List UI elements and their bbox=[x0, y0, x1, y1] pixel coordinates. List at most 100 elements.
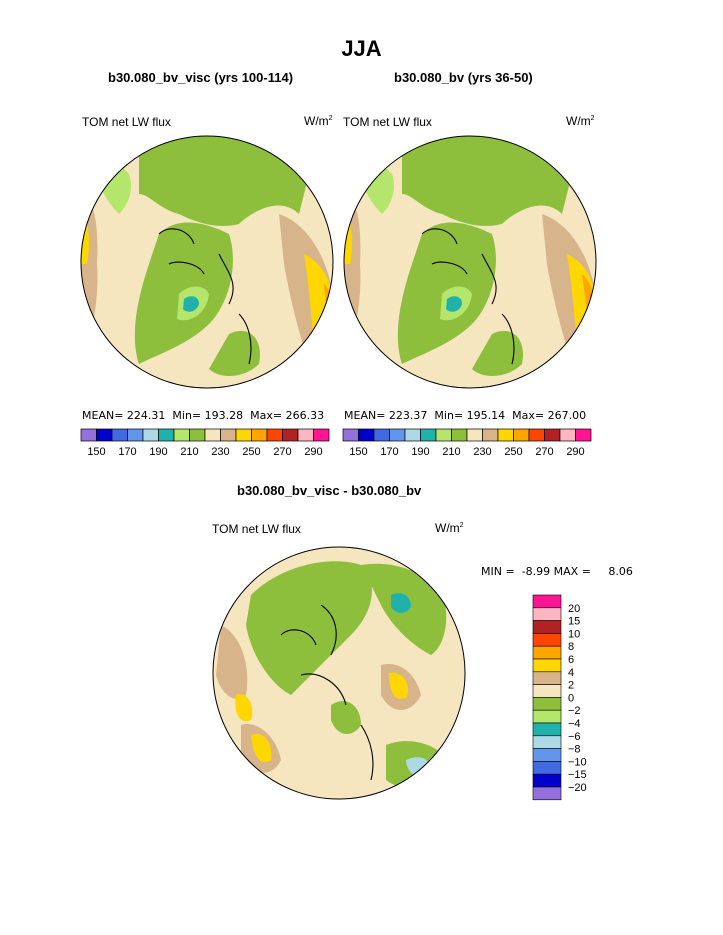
panel-2-units-base: W/m bbox=[566, 114, 591, 128]
colorbar-1-tick-label: 230 bbox=[211, 446, 229, 458]
colorbar-diff-swatch-1 bbox=[532, 607, 562, 621]
colorbar-diff-tick-label: 8 bbox=[568, 641, 574, 653]
diff-units-base: W/m bbox=[435, 521, 460, 535]
map-2-east-peak-field bbox=[590, 294, 596, 329]
colorbar-1-tick-label: 210 bbox=[180, 446, 198, 458]
colorbar-diff-swatch-14 bbox=[532, 773, 562, 788]
colorbar-1-swatch-10 bbox=[235, 428, 252, 442]
colorbar-2-tick-label: 170 bbox=[380, 446, 398, 458]
colorbar-diff-tick-label: −4 bbox=[568, 718, 581, 730]
colorbar-2-swatch-6 bbox=[435, 428, 452, 442]
colorbar-2-swatch-2 bbox=[373, 428, 390, 442]
colorbar-2-tick-label: 230 bbox=[473, 446, 491, 458]
diff-sw-hot-field bbox=[251, 734, 272, 763]
diff-max-value: 8.06 bbox=[608, 565, 633, 578]
map-1-east-max-field bbox=[324, 284, 333, 334]
panel-1-units-label: W/m2 bbox=[304, 114, 333, 128]
polar-map-diff bbox=[212, 546, 466, 800]
colorbar-2-tick-label: 270 bbox=[535, 446, 553, 458]
colorbar-2-swatch-1 bbox=[358, 428, 375, 442]
colorbar-2-swatch-3 bbox=[389, 428, 406, 442]
panel-1-mean-value: 224.31 bbox=[126, 409, 166, 422]
colorbar-2: 150 170 190 210 230 250 270 290 bbox=[342, 428, 592, 458]
map-1-coastlines bbox=[158, 228, 252, 365]
diff-west-hot-field bbox=[235, 694, 253, 722]
diff-west-pos-field bbox=[216, 625, 248, 699]
panel-2-min-label: Min= bbox=[434, 409, 464, 422]
diff-units-exp: 2 bbox=[459, 522, 464, 529]
panel-1-units-base: W/m bbox=[304, 114, 329, 128]
diff-subtitle: b30.080_bv_visc - b30.080_bv bbox=[237, 483, 422, 498]
panel-2-mean-value: 223.37 bbox=[388, 409, 428, 422]
panel-1-min-value: 193.28 bbox=[204, 409, 244, 422]
colorbar-1-tick-label: 170 bbox=[118, 446, 136, 458]
colorbar-1-swatch-6 bbox=[173, 428, 190, 442]
diff-ne-min-field bbox=[391, 593, 411, 613]
panel-2-stats: MEAN= 223.37 Min= 195.14 Max= 267.00 bbox=[344, 409, 586, 422]
colorbar-diff-tick-label: −2 bbox=[568, 705, 581, 717]
diff-coastlines bbox=[280, 604, 374, 781]
panel-1-max-label: Max= bbox=[250, 409, 283, 422]
colorbar-diff-tick-label: −10 bbox=[568, 756, 587, 768]
colorbar-2-swatch-15 bbox=[575, 428, 592, 442]
colorbar-diff-tick-label: −8 bbox=[568, 744, 581, 756]
colorbar-1-tick-label: 150 bbox=[87, 446, 105, 458]
panel-2-min-value: 195.14 bbox=[466, 409, 506, 422]
colorbar-2-swatch-8 bbox=[466, 428, 483, 442]
colorbar-1-swatch-1 bbox=[96, 428, 113, 442]
colorbar-1-swatch-14 bbox=[297, 428, 314, 442]
panel-2-max-label: Max= bbox=[512, 409, 545, 422]
colorbar-diff-tick-label: −15 bbox=[568, 769, 587, 781]
colorbar-2-swatch-4 bbox=[404, 428, 421, 442]
map-2-min-field bbox=[446, 296, 462, 312]
colorbar-2-swatch-14 bbox=[559, 428, 576, 442]
colorbar-2-swatch-0 bbox=[342, 428, 359, 442]
diff-min-value: -8.99 bbox=[521, 565, 551, 578]
colorbar-diff-tick-label: 10 bbox=[568, 628, 580, 640]
colorbar-2-tick-label: 290 bbox=[566, 446, 584, 458]
colorbar-2-swatch-13 bbox=[544, 428, 561, 442]
colorbar-diff-swatch-6 bbox=[532, 671, 562, 685]
colorbar-1-swatch-13 bbox=[282, 428, 299, 442]
map-1-east-field bbox=[209, 330, 260, 376]
colorbar-2-swatch-12 bbox=[528, 428, 545, 442]
map-2-border bbox=[343, 135, 597, 389]
polar-map-1 bbox=[80, 135, 334, 389]
colorbar-1-swatch-11 bbox=[251, 428, 268, 442]
colorbar-diff-swatch-2 bbox=[532, 620, 562, 634]
colorbar-2-tick-label: 250 bbox=[504, 446, 522, 458]
colorbar-diff-swatch-3 bbox=[532, 633, 562, 647]
colorbar-2-tick-label: 210 bbox=[442, 446, 460, 458]
colorbar-1-swatch-5 bbox=[158, 428, 175, 442]
colorbar-1-tick-label: 270 bbox=[273, 446, 291, 458]
colorbar-diff-tick-label: −20 bbox=[568, 782, 587, 794]
colorbar-diff-tick-label: 4 bbox=[568, 667, 574, 679]
diff-south-neg-field bbox=[331, 701, 361, 735]
colorbar-1-swatch-0 bbox=[80, 428, 97, 442]
panel-2-units-exp: 2 bbox=[590, 115, 595, 122]
colorbar-1-tick-label: 190 bbox=[149, 446, 167, 458]
colorbar-diff-swatch-13 bbox=[532, 761, 562, 775]
colorbar-1-swatch-12 bbox=[266, 428, 283, 442]
diff-minmax: MIN = -8.99 MAX = 8.06 bbox=[481, 565, 633, 578]
panel-1-units-exp: 2 bbox=[328, 115, 333, 122]
colorbar-diff-swatch-15 bbox=[532, 786, 562, 801]
polar-map-2 bbox=[343, 135, 597, 389]
colorbar-2-swatch-5 bbox=[420, 428, 437, 442]
colorbar-diff-tick-label: 20 bbox=[568, 603, 580, 615]
colorbar-2-tick-label: 190 bbox=[411, 446, 429, 458]
diff-min-label: MIN = bbox=[481, 565, 515, 578]
diff-variable-label: TOM net LW flux bbox=[212, 522, 301, 536]
colorbar-1-tick-label: 290 bbox=[304, 446, 322, 458]
panel-1-min-label: Min= bbox=[172, 409, 202, 422]
colorbar-diff-swatch-7 bbox=[532, 684, 562, 698]
map-2-arctic-field bbox=[402, 136, 572, 226]
panel-2-units-label: W/m2 bbox=[566, 114, 595, 128]
colorbar-1-swatch-7 bbox=[189, 428, 206, 442]
colorbar-1-swatch-9 bbox=[220, 428, 237, 442]
colorbar-diff-swatch-10 bbox=[532, 722, 562, 737]
colorbar-2-swatch-11 bbox=[513, 428, 530, 442]
map-1-border bbox=[80, 135, 334, 389]
panel-2-subtitle: b30.080_bv (yrs 36-50) bbox=[394, 70, 533, 85]
panel-2-max-value: 267.00 bbox=[547, 409, 587, 422]
